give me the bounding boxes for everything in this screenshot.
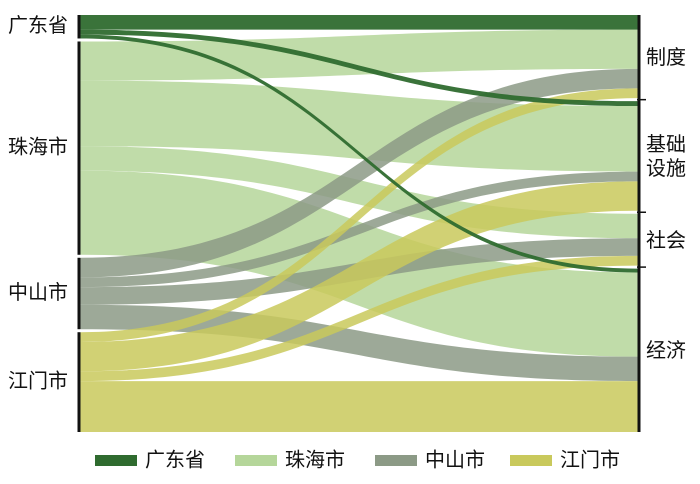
target-label: 制度 xyxy=(646,44,686,69)
source-label: 江门市 xyxy=(8,369,68,393)
target-label: 基础设施 xyxy=(646,131,686,180)
flow xyxy=(80,181,638,372)
legend-label: 珠海市 xyxy=(285,448,345,472)
flow xyxy=(80,15,638,30)
flow xyxy=(80,88,638,342)
source-label: 珠海市 xyxy=(8,135,68,159)
legend-label: 广东省 xyxy=(145,448,205,472)
flow xyxy=(80,34,638,214)
legend-label: 江门市 xyxy=(560,448,620,472)
flow xyxy=(80,68,638,278)
flow xyxy=(80,29,638,107)
flow xyxy=(80,34,638,273)
source-label: 广东省 xyxy=(8,13,68,37)
legend-swatch xyxy=(510,455,552,466)
flow xyxy=(80,29,638,81)
target-label: 社会 xyxy=(646,227,686,252)
legend-swatch xyxy=(235,455,277,466)
flow xyxy=(80,255,638,382)
target-label: 经济 xyxy=(646,338,686,363)
flow xyxy=(80,304,638,382)
flow xyxy=(80,171,638,288)
legend-swatch xyxy=(375,455,417,466)
flow xyxy=(80,381,638,432)
source-label: 中山市 xyxy=(8,280,68,304)
legend-label: 中山市 xyxy=(425,448,485,472)
legend-swatch xyxy=(95,455,137,466)
